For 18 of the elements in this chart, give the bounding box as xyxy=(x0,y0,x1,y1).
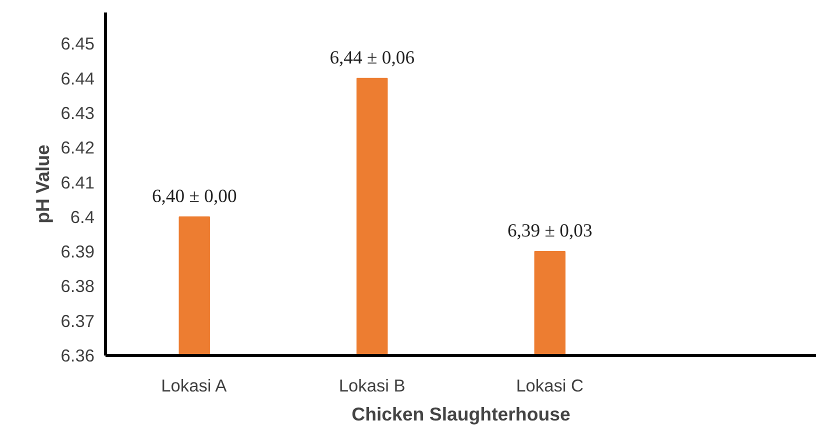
y-tick-label: 6.38 xyxy=(60,276,95,296)
data-label: 6,44 ± 0,06 xyxy=(330,47,415,68)
y-tick-label: 6.43 xyxy=(60,102,95,123)
y-tick-label: 6.41 xyxy=(60,172,95,192)
x-tick-label: Lokasi A xyxy=(161,376,228,396)
y-tick-label: 6.45 xyxy=(60,34,95,54)
y-axis-title: pH Value xyxy=(32,144,53,224)
x-tick-label: Lokasi B xyxy=(338,376,406,396)
y-tick-label: 6.44 xyxy=(60,68,95,88)
y-tick-label: 6.37 xyxy=(60,310,95,331)
y-tick-label: 6.4 xyxy=(70,206,95,227)
x-tick-label: Lokasi C xyxy=(516,376,584,396)
data-label: 6,39 ± 0,03 xyxy=(507,220,592,242)
y-tick-label: 6.42 xyxy=(60,138,95,158)
y-tick-label: 6.36 xyxy=(60,346,95,366)
y-tick-label: 6.39 xyxy=(60,242,95,262)
data-label: 6,40 ± 0,00 xyxy=(152,186,237,207)
x-axis-title: Chicken Slaughterhouse xyxy=(352,404,570,424)
